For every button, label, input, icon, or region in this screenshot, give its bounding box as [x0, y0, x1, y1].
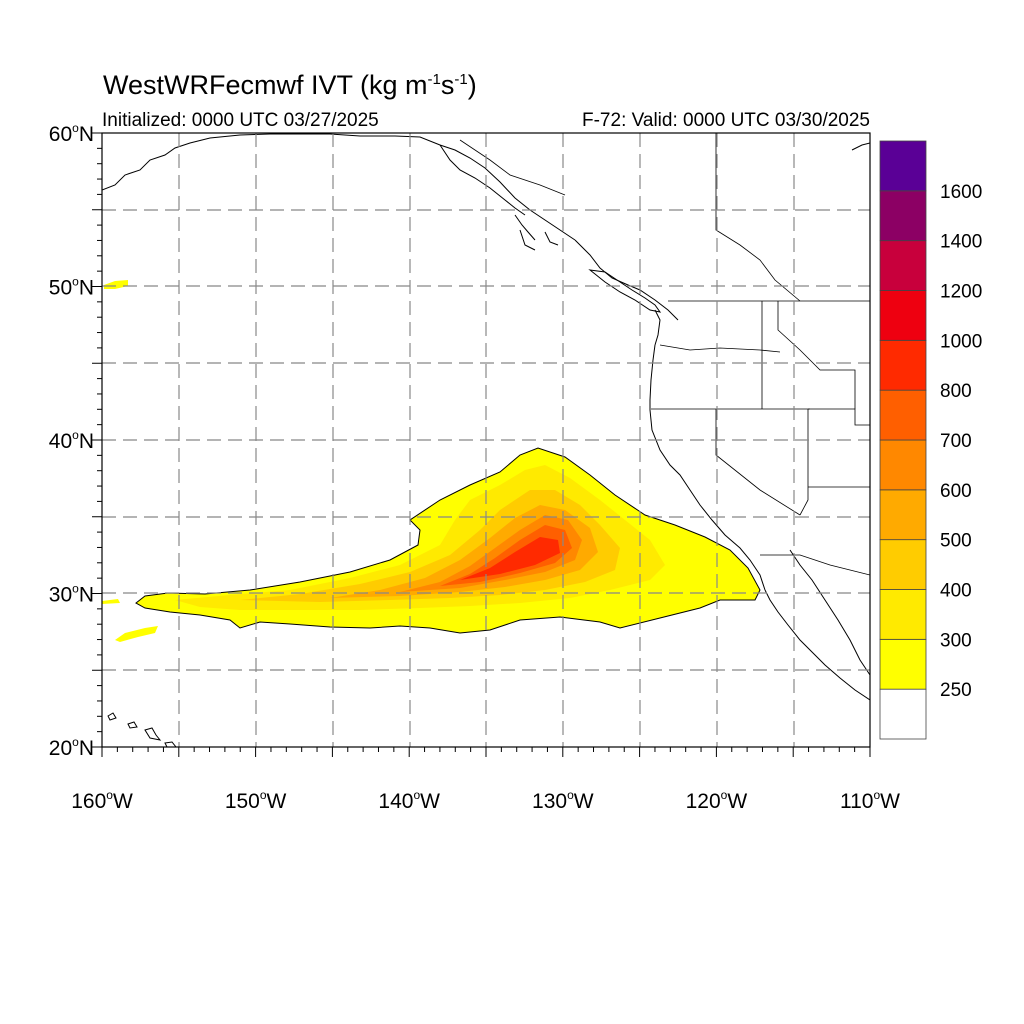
us-mexico-border [760, 554, 870, 576]
colorbar-label-1400: 1400 [940, 232, 982, 253]
alaska-canada-border [459, 139, 566, 196]
longitude-labels: 160oW 150oW 140oW 130oW 120oW 110oW [71, 788, 900, 813]
colorbar-swatch-7 [879, 339, 927, 391]
colorbar-label-1200: 1200 [940, 282, 982, 303]
colorbar-swatch-11 [879, 140, 927, 192]
colorbar-label-1600: 1600 [940, 182, 982, 203]
islands-bc [514, 214, 559, 251]
initialized-time: Initialized: 0000 UTC 03/27/2025 [102, 110, 379, 131]
washington-coast [654, 309, 661, 346]
utah-border [808, 408, 870, 426]
canada-inner [715, 133, 801, 302]
gulf-of-mexico-edge [851, 142, 870, 151]
hawaii-2 [127, 721, 138, 729]
ivt-patch-west [102, 599, 120, 604]
hawaii-4 [164, 741, 177, 747]
valid-time: F-72: Valid: 0000 UTC 03/30/2025 [582, 110, 870, 131]
ivt-contour-800 [460, 537, 560, 580]
colorbar-swatch-4 [879, 489, 927, 541]
political-borders [459, 133, 870, 576]
hawaii-1 [107, 712, 117, 721]
lat-label-20: 20oN [49, 735, 94, 760]
idaho-border [761, 301, 856, 409]
nv-az-border [799, 409, 809, 516]
wa-or-border [659, 344, 781, 353]
colorbar: 250 300 400 500 600 700 800 1000 1200 1400 1600 [879, 140, 982, 740]
colorbar-label-700: 700 [940, 431, 972, 452]
lon-label-120: 120oW [686, 788, 748, 813]
colorbar-swatch-1 [879, 638, 927, 690]
hawaii-3 [144, 727, 162, 741]
colorbar-swatch-3 [879, 539, 927, 590]
colorbar-swatch-5 [879, 439, 927, 491]
ca-nv-border [715, 409, 801, 516]
baja-coast [764, 589, 870, 701]
bc-coast [574, 239, 679, 321]
colorbar-label-400: 400 [940, 581, 972, 602]
lon-label-110: 110oW [840, 788, 900, 813]
lat-label-50: 50oN [49, 275, 94, 300]
colorbar-swatch-9 [879, 240, 927, 291]
colorbar-swatch-8 [879, 290, 927, 341]
axis-ticks [92, 132, 871, 757]
ivt-patch-north [104, 280, 128, 289]
map-title: WestWRFecmwf IVT (kg m-1s-1) [103, 70, 477, 100]
alaska-panhandle [439, 144, 526, 216]
colorbar-label-500: 500 [940, 531, 972, 552]
lon-label-140: 140oW [378, 788, 440, 813]
gridlines [102, 133, 870, 747]
lat-label-60: 60oN [49, 121, 94, 146]
lon-label-160: 160oW [71, 788, 133, 813]
lat-label-30: 30oN [49, 582, 94, 607]
colorbar-label-800: 800 [940, 381, 972, 402]
colorbar-swatch-0 [879, 688, 927, 740]
ivt-shading [102, 280, 761, 642]
ivt-patch-hawaii [115, 626, 158, 642]
coastlines [102, 133, 870, 747]
lat-label-40: 40oN [49, 428, 94, 453]
colorbar-swatch-6 [879, 389, 927, 441]
lon-label-130: 130oW [532, 788, 594, 813]
latitude-labels: 20oN 30oN 40oN 50oN 60oN [49, 121, 94, 760]
colorbar-swatch-2 [879, 589, 927, 640]
colorbar-swatch-10 [879, 190, 927, 242]
colorbar-label-250: 250 [940, 680, 972, 701]
oregon-coast [649, 344, 656, 410]
alaska-coast [102, 133, 576, 241]
baja-gulf-coast [789, 549, 870, 676]
california-coast [649, 409, 766, 591]
colorbar-label-1000: 1000 [940, 331, 982, 352]
vancouver-island [588, 269, 662, 313]
colorbar-label-600: 600 [940, 481, 972, 502]
colorbar-label-300: 300 [940, 630, 972, 651]
lon-label-150: 150oW [225, 788, 287, 813]
